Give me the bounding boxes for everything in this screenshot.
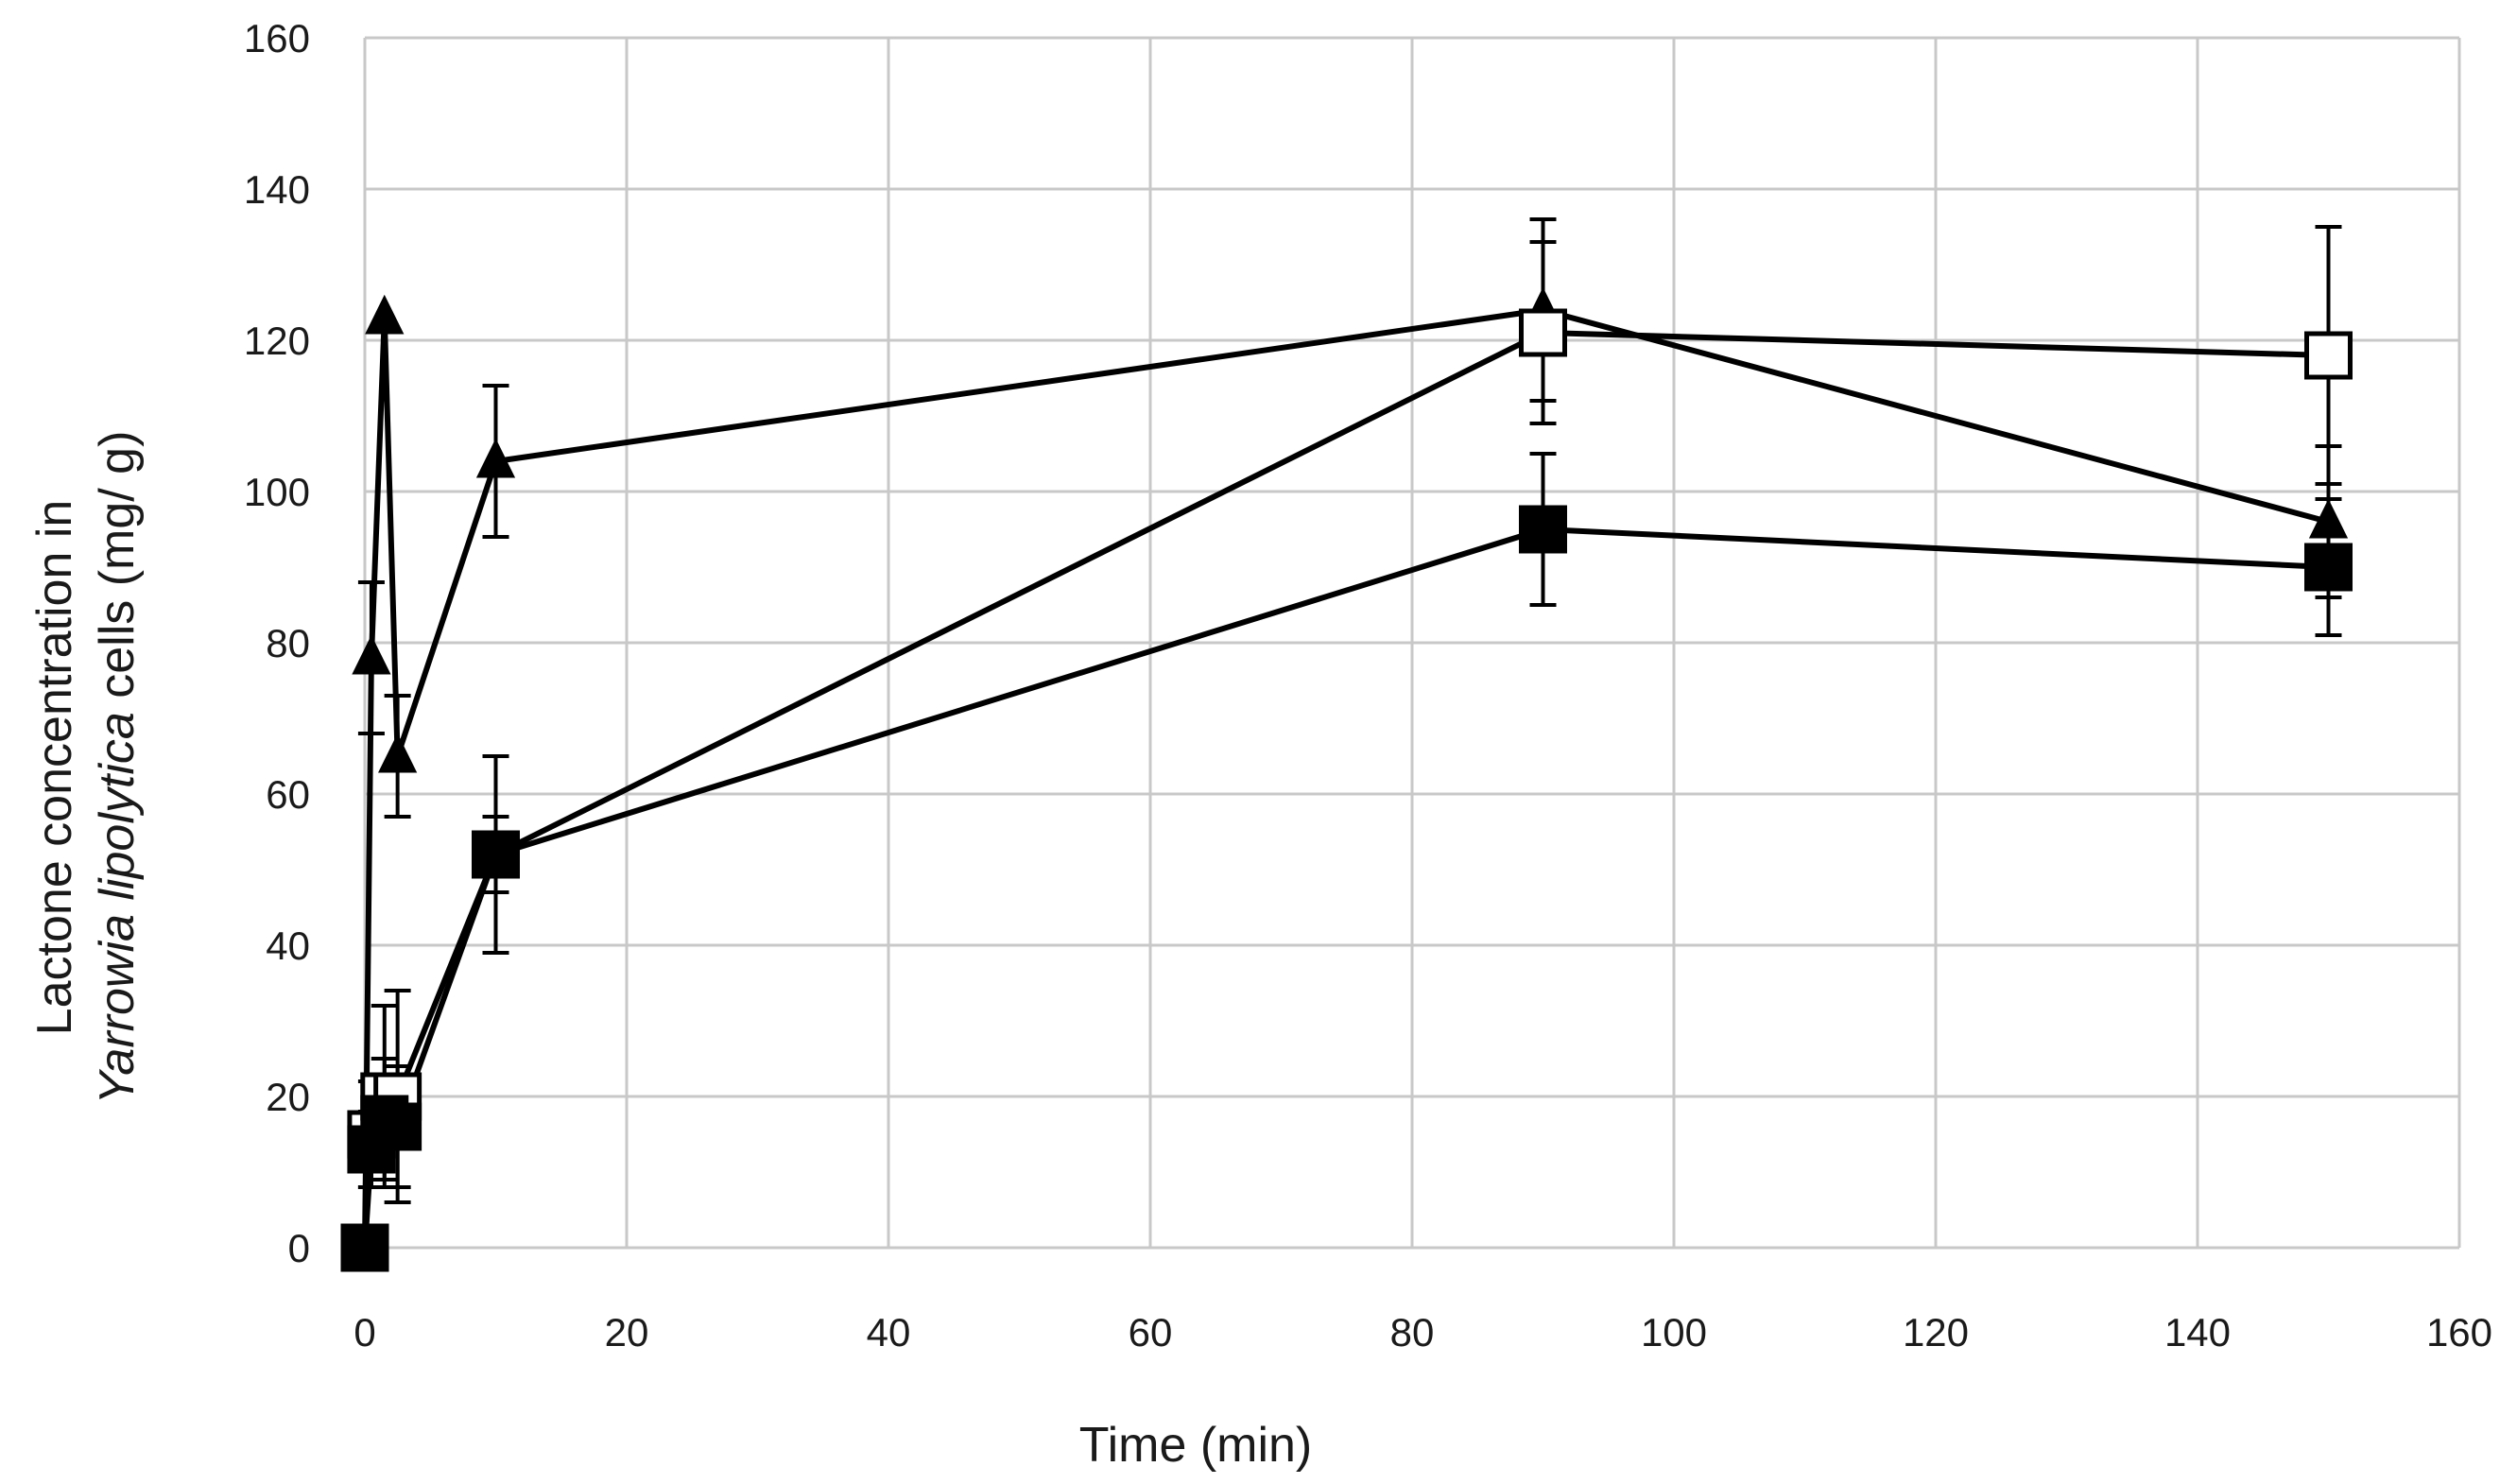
marker-filled-triangle-2 — [365, 294, 405, 335]
y-tick-label-120: 120 — [244, 319, 310, 363]
series-lines — [362, 307, 2330, 1249]
x-axis-title: Time (min) — [1079, 1418, 1313, 1473]
x-tick-label-0: 0 — [353, 1310, 375, 1355]
y-axis-title: Lactone concentration in Yarrowia lipoly… — [27, 431, 145, 1105]
series-line-open-square — [362, 330, 2329, 1249]
y-tick-label-140: 140 — [244, 167, 310, 212]
y-axis-title-species: Yarrowia lipolytica — [90, 712, 145, 1104]
y-tick-label-40: 40 — [266, 923, 310, 968]
y-tick-label-160: 160 — [244, 16, 310, 60]
x-tick-label-20: 20 — [605, 1310, 649, 1355]
error-bars — [357, 217, 2342, 1204]
y-tick-labels: 0 20 40 60 80 100 120 140 160 — [244, 16, 310, 1270]
marker-filled-triangle-4 — [475, 438, 516, 478]
marker-filled-square-6 — [2304, 543, 2353, 592]
y-tick-label-20: 20 — [266, 1075, 310, 1119]
y-axis-title-units: cells (mg/ g) — [90, 431, 145, 713]
marker-filled-triangle-6 — [2308, 498, 2349, 539]
y-axis-title-line2: Yarrowia lipolytica cells (mg/ g) — [90, 431, 145, 1105]
x-tick-labels: 0 20 40 60 80 100 120 140 160 — [353, 1310, 2492, 1355]
x-tick-label-80: 80 — [1390, 1310, 1435, 1355]
x-tick-label-140: 140 — [2164, 1310, 2231, 1355]
y-axis-title-line1: Lactone concentration in — [27, 500, 82, 1036]
marker-open-square-6 — [2304, 331, 2353, 380]
y-tick-label-0: 0 — [288, 1226, 310, 1270]
y-tick-label-80: 80 — [266, 621, 310, 665]
marker-filled-square-3 — [373, 1102, 422, 1151]
x-tick-label-60: 60 — [1129, 1310, 1173, 1355]
y-tick-label-100: 100 — [244, 470, 310, 514]
marker-filled-square-5 — [1519, 505, 1567, 554]
x-tick-label-160: 160 — [2426, 1310, 2492, 1355]
data-markers — [340, 286, 2353, 1272]
grid-lines — [363, 36, 2461, 1250]
x-tick-label-120: 120 — [1903, 1310, 1969, 1355]
series-line-filled-square — [362, 526, 2329, 1249]
x-tick-label-40: 40 — [867, 1310, 911, 1355]
series-line-filled-triangle — [362, 307, 2330, 1249]
marker-open-square-5 — [1519, 308, 1567, 357]
marker-filled-square-4 — [472, 830, 520, 879]
marker-filled-square-0 — [340, 1223, 389, 1272]
x-tick-label-100: 100 — [1641, 1310, 1707, 1355]
marker-filled-triangle-3 — [378, 733, 418, 773]
marker-filled-triangle-1 — [352, 634, 391, 675]
y-tick-label-60: 60 — [266, 772, 310, 817]
